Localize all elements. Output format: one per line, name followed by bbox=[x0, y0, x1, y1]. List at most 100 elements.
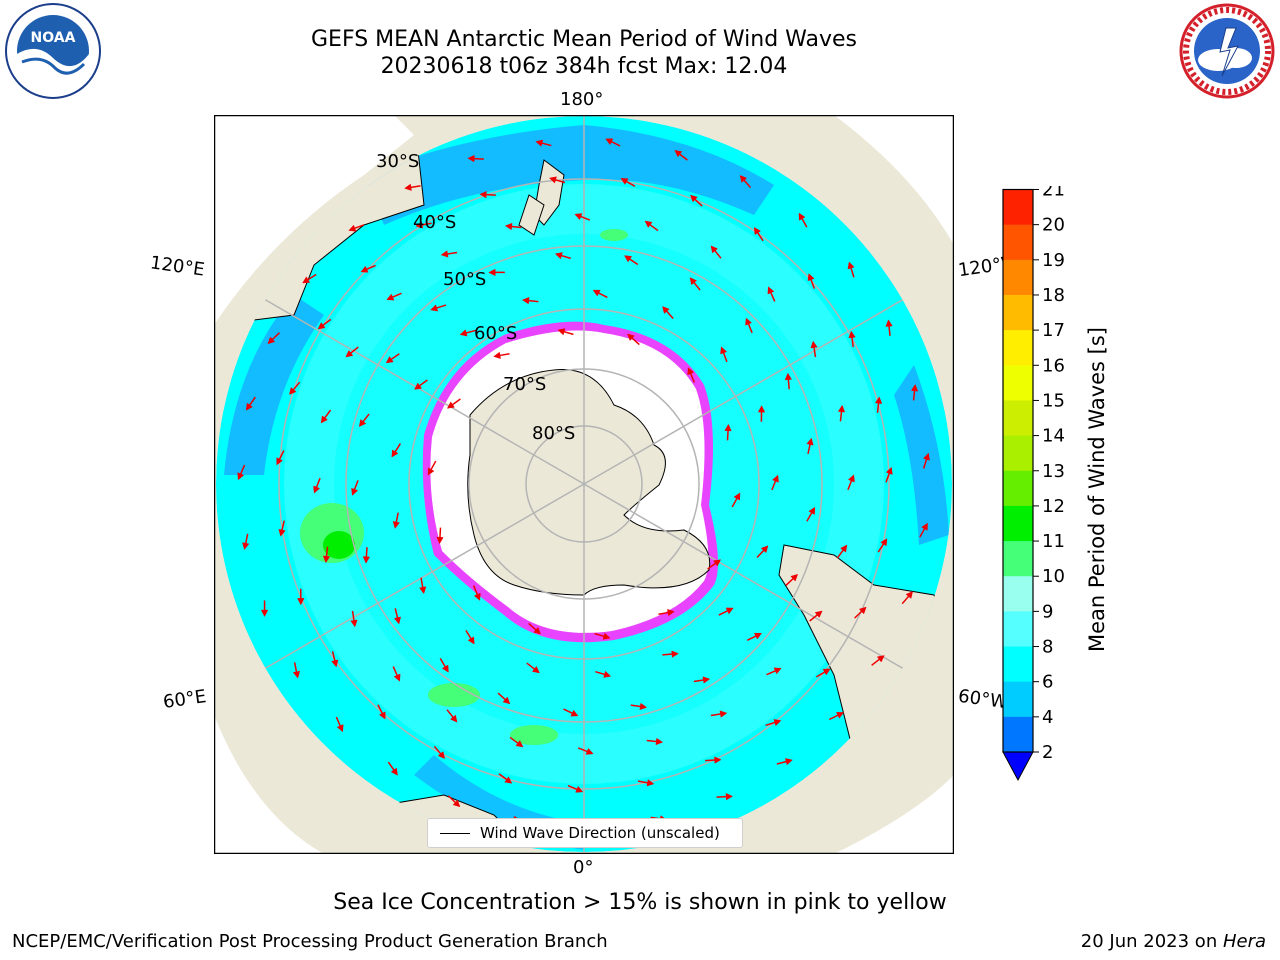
wind-arrow-head bbox=[393, 673, 401, 682]
colorbar-tick-label: 21 bbox=[1042, 186, 1065, 201]
wind-arrow-head bbox=[362, 556, 371, 564]
wind-arrow-head bbox=[876, 655, 885, 663]
colorbar-tick-label: 13 bbox=[1042, 461, 1065, 482]
colorbar-tick-label: 4 bbox=[1042, 707, 1053, 728]
chart-subtitle: 20230618 t06z 384h fcst Max: 12.04 bbox=[380, 54, 788, 79]
colorbar-segment bbox=[1003, 259, 1033, 296]
wind-arrow-head bbox=[570, 709, 579, 717]
wind-arrow-head bbox=[624, 255, 633, 263]
colorbar-tick-label: 20 bbox=[1042, 215, 1065, 236]
wind-arrow-head bbox=[644, 220, 653, 228]
wind-arrow-head bbox=[790, 573, 799, 582]
wind-arrow-head bbox=[639, 702, 648, 711]
wind-arrow-head bbox=[467, 154, 475, 163]
wind-arrow-head bbox=[719, 710, 728, 718]
wind-arrow-head bbox=[533, 626, 541, 635]
wind-arrow-head bbox=[488, 268, 496, 277]
lat-label-70s: 70°S bbox=[503, 374, 547, 395]
wind-arrow-head bbox=[922, 452, 930, 461]
wind-arrow-head bbox=[548, 176, 557, 184]
wind-arrow-head bbox=[479, 191, 487, 199]
colorbar-segment bbox=[1003, 576, 1033, 612]
wind-arrow-head bbox=[745, 317, 752, 326]
wind-arrow-head bbox=[605, 138, 614, 146]
wind-arrow-head bbox=[260, 609, 269, 618]
wind-arrow-head bbox=[360, 265, 369, 273]
wind-arrow-head bbox=[807, 273, 815, 282]
wind-arrow-head bbox=[386, 293, 395, 301]
graticule bbox=[216, 116, 952, 852]
wind-arrow-head bbox=[392, 521, 400, 529]
colorbar-tick-label: 8 bbox=[1042, 637, 1053, 658]
lon-label-bottom: 0° bbox=[573, 857, 594, 878]
wind-arrow-head bbox=[689, 277, 698, 286]
wind-arrow-head bbox=[437, 751, 446, 759]
wind-arrow-head bbox=[385, 356, 394, 364]
wind-arrow-head bbox=[808, 506, 816, 515]
wind-arrow-head bbox=[837, 404, 846, 413]
colorbar-tick-label: 10 bbox=[1042, 566, 1065, 587]
sea-ice-note: Sea Ice Concentration > 15% is shown in … bbox=[333, 890, 947, 915]
wind-arrow-head bbox=[767, 286, 775, 295]
wind-arrow-head bbox=[242, 542, 250, 550]
wind-arrow-head bbox=[603, 670, 612, 678]
wind-arrow-head bbox=[725, 793, 734, 801]
colorbar-tick-label: 14 bbox=[1042, 426, 1065, 447]
wind-arrow-head bbox=[557, 328, 566, 336]
colorbar-tick-label: 12 bbox=[1042, 496, 1065, 517]
wind-arrow-head bbox=[840, 544, 848, 553]
lat-label-80s: 80°S bbox=[532, 423, 576, 444]
wind-arrow-head bbox=[885, 466, 893, 475]
wind-arrow-head bbox=[452, 799, 461, 808]
wind-arrow-head bbox=[358, 419, 367, 427]
wind-arrow-head bbox=[350, 619, 358, 628]
wind-arrow-head bbox=[814, 610, 823, 618]
colorbar-tick-label: 2 bbox=[1042, 742, 1053, 763]
wind-arrow-head bbox=[320, 415, 328, 424]
colorbar-segment bbox=[1003, 224, 1033, 261]
wind-arrow-head bbox=[757, 405, 766, 413]
wind-arrow-head bbox=[836, 712, 845, 719]
wind-arrow-head bbox=[602, 632, 611, 640]
wind-arrow-head bbox=[504, 776, 513, 784]
wind-arrow-head bbox=[504, 222, 513, 231]
wind-arrow-head bbox=[441, 664, 449, 673]
wind-arrow-head bbox=[531, 665, 540, 674]
wind-arrow-head bbox=[620, 178, 629, 185]
colorbar-tick-label: 19 bbox=[1042, 250, 1065, 271]
wind-arrow-head bbox=[467, 636, 475, 645]
wind-arrow-head bbox=[714, 756, 722, 764]
wind-arrow-head bbox=[725, 607, 734, 615]
colorbar-tick-label: 9 bbox=[1042, 601, 1053, 622]
wind-arrow-head bbox=[724, 423, 732, 432]
wind-arrow-head bbox=[784, 372, 793, 381]
footer-date: 20 Jun 2023 on Hera bbox=[1080, 931, 1266, 952]
wind-arrow-head bbox=[847, 474, 855, 483]
wind-arrow-head bbox=[760, 545, 769, 554]
wind-arrow-head bbox=[671, 650, 679, 658]
wind-arrow-head bbox=[910, 383, 919, 392]
legend-line-swatch bbox=[440, 832, 470, 834]
lon-label-lower-left: 60°E bbox=[161, 686, 208, 713]
wind-arrow-head bbox=[391, 449, 399, 458]
wind-arrow-head bbox=[806, 437, 814, 446]
wind-arrow-head bbox=[554, 252, 563, 260]
wind-arrow-head bbox=[720, 346, 728, 355]
wind-arrow-head bbox=[702, 676, 711, 684]
wind-arrow-head bbox=[753, 227, 761, 236]
wind-arrow-head bbox=[785, 758, 793, 766]
polar-map bbox=[214, 115, 954, 854]
wind-arrow-head bbox=[302, 276, 311, 284]
wind-arrow-head bbox=[348, 224, 357, 232]
wind-arrow-head bbox=[662, 306, 670, 314]
wind-arrow-head bbox=[317, 322, 326, 330]
wind-arrow-head bbox=[237, 472, 245, 481]
wind-arrow-head bbox=[921, 522, 928, 531]
lat-label-50s: 50°S bbox=[443, 269, 487, 290]
colorbar-segment bbox=[1003, 435, 1033, 472]
wind-arrow-head bbox=[535, 139, 544, 147]
wind-arrow-head bbox=[885, 319, 893, 327]
wind-arrow-head bbox=[390, 767, 398, 776]
colorbar-segment bbox=[1003, 365, 1033, 401]
colorbar-tick-label: 11 bbox=[1042, 531, 1065, 552]
